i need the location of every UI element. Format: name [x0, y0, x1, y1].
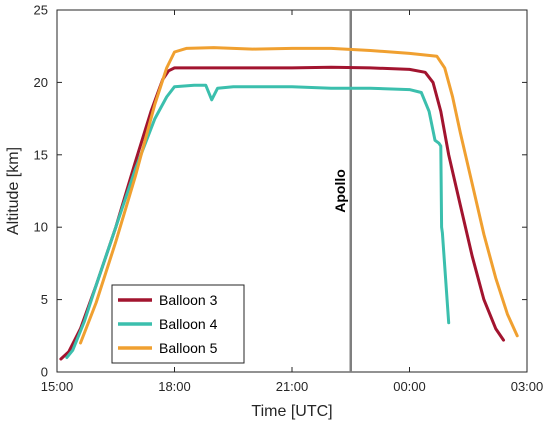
annotation-layer: Apollo	[332, 10, 352, 372]
y-tick-label: 20	[34, 75, 48, 90]
x-tick-label: 00:00	[393, 379, 426, 394]
tick-layer: 15:00 18:00 21:00 00:00 03:00 0 5 10 15 20 25	[34, 3, 544, 395]
y-tick-label: 0	[41, 365, 48, 380]
y-tick-label: 25	[34, 3, 48, 18]
x-tick-label: 03:00	[511, 379, 544, 394]
x-tick-label: 15:00	[41, 379, 74, 394]
series-layer	[59, 46, 519, 361]
y-tick-label: 15	[34, 147, 48, 162]
x-tick-label: 21:00	[276, 379, 309, 394]
legend: Balloon 3 Balloon 4 Balloon 5	[111, 284, 245, 364]
legend-entry: Balloon 5	[159, 340, 218, 356]
legend-entry: Balloon 3	[159, 292, 218, 308]
x-axis-label: Time [UTC]	[251, 403, 332, 420]
x-tick-label: 18:00	[158, 379, 191, 394]
series-line-balloon-4	[65, 83, 451, 359]
y-axis-label: Altitude [km]	[5, 147, 22, 235]
legend-entry: Balloon 4	[159, 316, 218, 332]
legend-box	[111, 284, 245, 364]
apollo-label: Apollo	[332, 169, 348, 213]
y-tick-label: 5	[41, 292, 48, 307]
y-tick-label: 10	[34, 220, 48, 235]
series-line-balloon-5	[79, 46, 519, 345]
